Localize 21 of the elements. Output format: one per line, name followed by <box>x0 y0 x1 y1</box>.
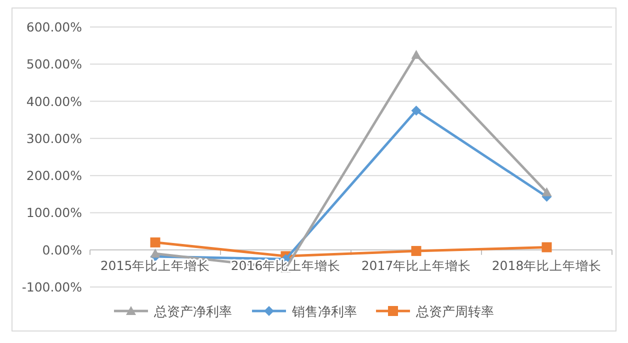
y-tick-label: 300.00% <box>26 130 82 146</box>
x-tick-label: 2018年比上年增长 <box>492 258 602 273</box>
y-tick-label: 400.00% <box>26 94 82 109</box>
point <box>411 246 422 256</box>
legend-label: 销售净利率 <box>291 304 357 320</box>
legend-label: 总资产净利率 <box>153 304 232 320</box>
point <box>150 237 160 248</box>
point <box>542 242 552 252</box>
y-tick-label: 600.00% <box>26 20 82 34</box>
y-tick-label: 100.00% <box>26 205 82 220</box>
y-tick-label: -100.00% <box>22 280 82 294</box>
legend-label: 总资产周转率 <box>415 304 494 320</box>
y-tick-label: 0.00% <box>42 242 82 258</box>
x-tick-label: 2015年比上年增长 <box>100 258 210 273</box>
x-tick-label: 2017年比上年增长 <box>361 258 472 273</box>
y-tick-label: 500.00% <box>26 56 82 72</box>
y-tick-label: 200.00% <box>26 168 82 184</box>
point <box>542 187 552 196</box>
point <box>411 106 422 116</box>
point <box>150 248 160 258</box>
point <box>411 50 422 59</box>
